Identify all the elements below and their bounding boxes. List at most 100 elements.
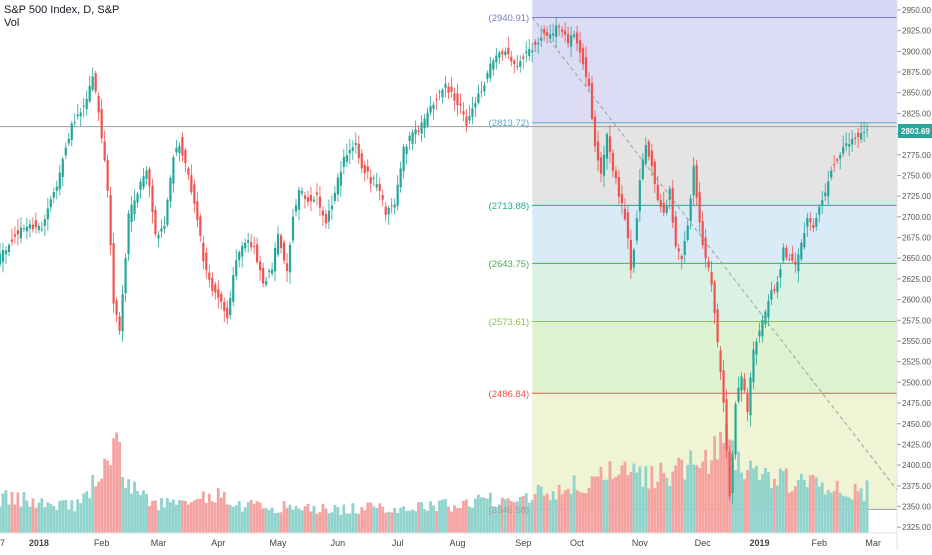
volume-bar <box>459 508 462 533</box>
candle-body <box>118 316 121 331</box>
y-tick-label: 2750.00 <box>902 171 931 180</box>
volume-bar <box>752 468 755 533</box>
volume-bar <box>689 450 693 533</box>
candle-body <box>294 205 298 212</box>
volume-bar <box>228 504 232 533</box>
volume-bar <box>97 481 101 533</box>
volume-bar <box>856 491 860 533</box>
volume-bar <box>1 493 5 533</box>
candle-body <box>339 171 342 186</box>
last-price-badge <box>898 124 932 139</box>
volume-bar <box>781 471 785 533</box>
volume-bar <box>192 500 196 533</box>
y-tick-label: 2950.00 <box>902 6 931 15</box>
candle-body <box>333 192 336 201</box>
candle-body <box>525 51 528 54</box>
candle-body <box>791 253 794 261</box>
volume-bar <box>659 462 663 533</box>
volume-bar <box>674 465 678 533</box>
candle-body <box>731 454 734 493</box>
volume-bar <box>865 480 869 533</box>
volume-bars <box>0 424 869 533</box>
y-tick-label: 2675.00 <box>902 234 931 243</box>
volume-bar <box>701 461 705 533</box>
volume-bar <box>805 487 809 533</box>
candle-body <box>414 129 417 135</box>
volume-bar <box>554 499 558 533</box>
y-tick-label: 2550.00 <box>902 337 931 346</box>
candle-body <box>256 244 259 263</box>
candle-body <box>785 248 788 258</box>
candle-body <box>453 93 456 101</box>
candle-body <box>175 147 178 153</box>
candle-body <box>55 186 58 191</box>
volume-bar <box>213 502 217 533</box>
candle-body <box>692 165 695 196</box>
y-tick-label: 2900.00 <box>902 47 931 56</box>
candle-body <box>773 289 776 291</box>
y-tick-label: 2425.00 <box>902 440 931 449</box>
fib-level-label: (2813.72) <box>489 118 530 129</box>
candle-body <box>534 41 537 45</box>
candle-body <box>336 177 339 195</box>
volume-bar <box>396 512 400 533</box>
y-tick-label: 2850.00 <box>902 89 931 98</box>
volume-bar <box>814 477 818 533</box>
candle-body <box>91 76 94 90</box>
candle-body <box>564 30 567 35</box>
candle-body <box>282 242 286 261</box>
candle-body <box>190 175 193 193</box>
candle-body <box>312 199 316 202</box>
candle-body <box>465 116 468 126</box>
candle-body <box>25 226 29 232</box>
volume-bar <box>195 498 199 533</box>
candle-body <box>121 293 124 332</box>
candle-body <box>417 130 420 132</box>
volume-bar <box>829 492 833 533</box>
candle-body <box>229 297 232 316</box>
volume-bar <box>73 511 77 533</box>
candle-body <box>659 199 662 207</box>
volume-bar <box>43 507 47 533</box>
candle-body <box>79 112 82 117</box>
volume-bar <box>46 502 50 533</box>
candle-body <box>432 104 435 109</box>
volume-bar <box>566 488 570 533</box>
y-tick-label: 2450.00 <box>902 420 931 429</box>
volume-bar <box>393 508 397 533</box>
volume-bar <box>623 461 627 533</box>
candle-body <box>28 224 31 229</box>
volume-bar <box>315 513 319 533</box>
volume-bar <box>369 502 373 533</box>
volume-bar <box>408 510 412 533</box>
x-tick-label: Mar <box>865 538 881 548</box>
candle-body <box>471 108 474 118</box>
volume-bar <box>500 497 504 533</box>
volume-bar <box>784 468 788 533</box>
volume-bar <box>650 466 654 533</box>
volume-bar <box>261 508 265 533</box>
volume-bar <box>297 508 301 533</box>
volume-bar <box>246 502 250 533</box>
volume-bar <box>16 492 20 533</box>
volume-bar <box>28 506 32 533</box>
volume-bar <box>778 468 782 533</box>
volume-bar <box>614 476 618 533</box>
candle-body <box>76 114 79 117</box>
candle-body <box>827 181 830 197</box>
x-tick-label: 7 <box>0 538 5 548</box>
candle-body <box>668 188 671 200</box>
volume-bar <box>363 510 367 533</box>
candle-body <box>599 157 603 174</box>
candle-body <box>202 242 205 262</box>
candle-body <box>758 330 761 337</box>
candle-body <box>381 195 384 200</box>
candle-body <box>61 158 64 178</box>
y-tick-label: 2525.00 <box>902 358 931 367</box>
candle-body <box>698 192 701 223</box>
candle-body <box>130 204 133 223</box>
volume-bar <box>692 464 696 533</box>
candle-body <box>82 105 85 107</box>
